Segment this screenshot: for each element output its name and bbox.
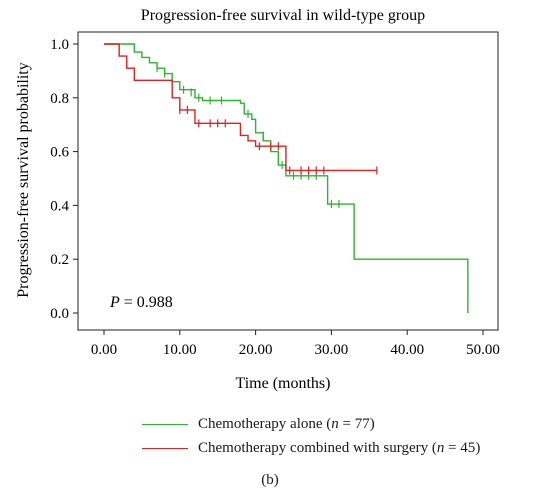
legend-label: Chemotherapy alone (n = 77) [198,416,375,432]
legend-swatch-red [142,447,188,449]
legend-item-chemo-surgery: Chemotherapy combined with surgery (n = … [142,436,480,460]
y-tick-label: 1.0 [50,37,69,53]
p-value-annotation: P = 0.988 [109,294,173,311]
plot-frame [77,31,499,331]
y-tick-label: 0.8 [50,91,69,107]
x-tick-label: 0.00 [91,342,117,358]
y-tick-label: 0.0 [50,306,69,322]
x-tick-label: 50.00 [466,342,500,358]
y-axis-label: Progression-free survival probability [15,62,32,298]
legend: Chemotherapy alone (n = 77) Chemotherapy… [142,412,480,460]
series-line-1 [104,43,377,172]
chart-title: Progression-free survival in wild-type g… [141,7,425,24]
y-tick-label: 0.2 [50,252,69,268]
x-tick-label: 10.00 [163,342,197,358]
p-value-text: = 0.988 [124,294,173,311]
x-axis-label: Time (months) [236,375,331,392]
x-tick-label: 20.00 [239,342,273,358]
p-value-symbol: P [109,294,120,311]
x-tick-label: 40.00 [390,342,424,358]
legend-item-chemo-alone: Chemotherapy alone (n = 77) [142,412,480,436]
y-tick-label: 0.6 [50,145,69,161]
km-chart: Progression-free survival in wild-type g… [15,7,500,392]
x-tick-label: 30.00 [315,342,349,358]
y-tick-label: 0.4 [50,198,69,214]
figure-caption: (b) [261,472,279,488]
series-line-0 [104,43,469,313]
legend-swatch-green [142,423,188,425]
legend-label: Chemotherapy combined with surgery (n = … [198,440,481,456]
